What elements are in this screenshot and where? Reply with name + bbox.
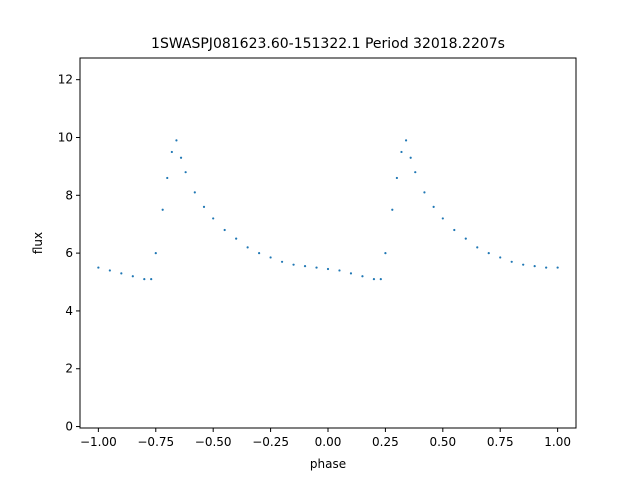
data-point: [453, 228, 456, 232]
data-point: [170, 150, 173, 154]
data-point: [556, 266, 559, 269]
data-point: [349, 272, 353, 275]
y-tick-label: 0: [65, 420, 73, 434]
data-point: [212, 217, 215, 220]
x-axis-ticks: −1.00 −0.75 −0.50 −0.25 0.00 0.25 0.50 0.75 1.00: [80, 428, 571, 449]
data-point: [258, 252, 261, 255]
data-point: [404, 139, 408, 142]
data-point: [202, 205, 206, 208]
y-tick-label: 10: [58, 130, 73, 144]
data-point: [161, 208, 164, 211]
x-tick-label: 0.75: [487, 435, 514, 449]
data-point: [280, 260, 284, 263]
data-point: [131, 275, 134, 278]
data-point: [522, 263, 525, 266]
data-point: [379, 278, 382, 281]
x-tick-label: −0.25: [252, 435, 289, 449]
data-point: [150, 278, 153, 281]
data-point: [223, 228, 226, 232]
data-point: [409, 156, 412, 159]
scatter-points: [97, 139, 559, 281]
data-point: [372, 278, 376, 281]
data-point: [154, 252, 157, 255]
data-point: [423, 191, 426, 194]
data-point: [414, 171, 417, 174]
data-point: [108, 269, 111, 272]
data-point: [432, 205, 435, 208]
data-point: [166, 176, 169, 180]
data-point: [269, 256, 272, 259]
y-axis-ticks: 0 2 4 6 8 10 12: [58, 73, 80, 434]
chart-title: 1SWASPJ081623.60-151322.1 Period 32018.2…: [151, 36, 505, 52]
data-point: [464, 237, 467, 240]
data-point: [97, 266, 100, 269]
data-point: [395, 176, 398, 180]
data-point: [235, 237, 238, 240]
data-point: [338, 269, 341, 272]
data-point: [545, 266, 548, 269]
data-point: [476, 246, 479, 249]
x-tick-label: 1.00: [544, 435, 571, 449]
x-tick-label: −0.75: [137, 435, 174, 449]
data-point: [441, 217, 444, 220]
x-tick-label: 0.00: [315, 435, 342, 449]
data-point: [175, 139, 178, 142]
data-point: [400, 150, 403, 154]
data-point: [361, 275, 364, 278]
data-point: [246, 246, 249, 249]
data-point: [510, 260, 513, 263]
data-point: [193, 191, 196, 194]
data-point: [384, 252, 387, 255]
y-tick-label: 12: [58, 73, 73, 87]
data-point: [303, 265, 307, 268]
y-tick-label: 6: [65, 246, 73, 260]
data-point: [487, 252, 490, 255]
y-tick-label: 8: [65, 188, 73, 202]
data-point: [143, 278, 146, 281]
data-point: [499, 256, 502, 259]
y-tick-label: 4: [65, 304, 73, 318]
data-point: [184, 171, 187, 174]
data-point: [292, 263, 295, 266]
x-tick-label: −1.00: [80, 435, 117, 449]
data-point: [120, 272, 123, 275]
y-tick-label: 2: [65, 362, 73, 376]
data-point: [391, 208, 394, 211]
x-tick-label: 0.25: [372, 435, 399, 449]
data-point: [533, 265, 536, 268]
y-axis-label: flux: [31, 232, 45, 254]
x-tick-label: −0.50: [195, 435, 232, 449]
data-point: [315, 266, 318, 269]
data-point: [326, 267, 330, 271]
data-point: [179, 156, 183, 159]
x-axis-label: phase: [310, 457, 346, 471]
x-tick-label: 0.50: [429, 435, 456, 449]
